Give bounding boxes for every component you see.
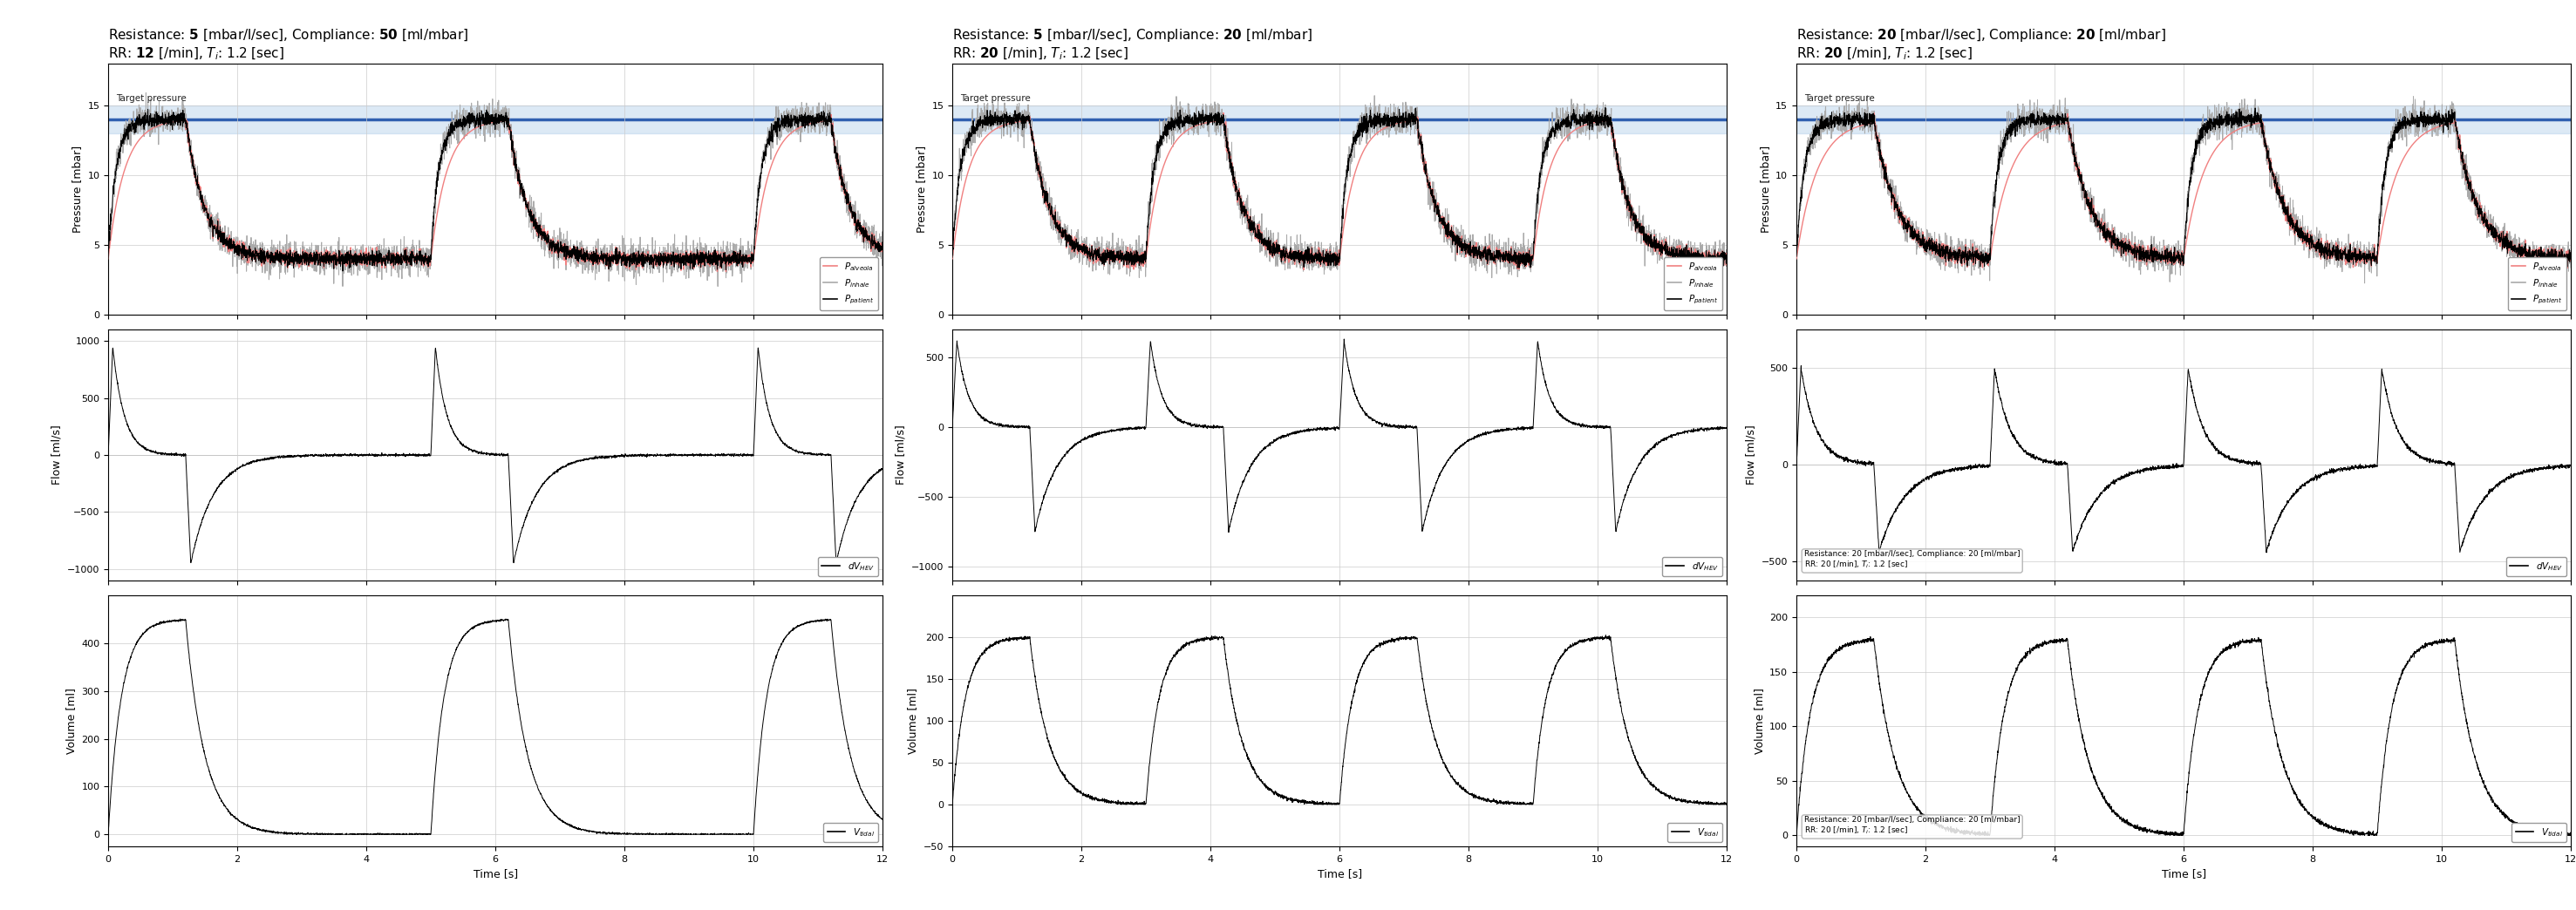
Y-axis label: Pressure [mbar]: Pressure [mbar] (1759, 146, 1770, 233)
Y-axis label: Flow [ml/s]: Flow [ml/s] (894, 425, 907, 485)
Y-axis label: Volume [ml]: Volume [ml] (907, 688, 920, 754)
Legend: $V_{tidal}$: $V_{tidal}$ (2512, 823, 2566, 842)
Legend: $P_{alveola}$, $P_{inhale}$, $P_{patient}$: $P_{alveola}$, $P_{inhale}$, $P_{patient… (819, 257, 878, 310)
Legend: $V_{tidal}$: $V_{tidal}$ (824, 823, 878, 842)
Y-axis label: Flow [ml/s]: Flow [ml/s] (1747, 425, 1757, 485)
Legend: $P_{alveola}$, $P_{inhale}$, $P_{patient}$: $P_{alveola}$, $P_{inhale}$, $P_{patient… (1664, 257, 1723, 310)
Legend: $dV_{HEV}$: $dV_{HEV}$ (1662, 557, 1723, 576)
Legend: $V_{tidal}$: $V_{tidal}$ (1667, 823, 1723, 842)
X-axis label: Time [s]: Time [s] (474, 868, 518, 880)
Text: Resistance: $\mathbf{5}$ [mbar/l/sec], Compliance: $\mathbf{50}$ [ml/mbar]
RR: $: Resistance: $\mathbf{5}$ [mbar/l/sec], C… (108, 26, 469, 62)
Y-axis label: Pressure [mbar]: Pressure [mbar] (914, 146, 927, 233)
Bar (953, 106, 1726, 134)
X-axis label: Time [s]: Time [s] (2161, 868, 2205, 880)
Text: Target pressure: Target pressure (1803, 94, 1875, 103)
Text: Resistance: 20 [mbar/l/sec], Compliance: 20 [ml/mbar]
RR: 20 [/min], $T_i$: 1.2 : Resistance: 20 [mbar/l/sec], Compliance:… (1803, 550, 2020, 571)
Text: Resistance: 20 [mbar/l/sec], Compliance: 20 [ml/mbar]
RR: 20 [/min], $T_i$: 1.2 : Resistance: 20 [mbar/l/sec], Compliance:… (1803, 816, 2020, 836)
Text: Resistance: $\mathbf{5}$ [mbar/l/sec], Compliance: $\mathbf{20}$ [ml/mbar]
RR: $: Resistance: $\mathbf{5}$ [mbar/l/sec], C… (953, 26, 1314, 62)
Y-axis label: Pressure [mbar]: Pressure [mbar] (72, 146, 82, 233)
X-axis label: Time [s]: Time [s] (1316, 868, 1363, 880)
Legend: $dV_{HEV}$: $dV_{HEV}$ (819, 557, 878, 576)
Legend: $dV_{HEV}$: $dV_{HEV}$ (2506, 557, 2566, 576)
Y-axis label: Volume [ml]: Volume [ml] (64, 688, 77, 754)
Legend: $P_{alveola}$, $P_{inhale}$, $P_{patient}$: $P_{alveola}$, $P_{inhale}$, $P_{patient… (2509, 257, 2566, 310)
Text: Target pressure: Target pressure (961, 94, 1030, 103)
Y-axis label: Flow [ml/s]: Flow [ml/s] (52, 425, 62, 485)
Bar (108, 106, 884, 134)
Text: Resistance: $\mathbf{20}$ [mbar/l/sec], Compliance: $\mathbf{20}$ [ml/mbar]
RR: : Resistance: $\mathbf{20}$ [mbar/l/sec], … (1795, 26, 2166, 62)
Text: Target pressure: Target pressure (116, 94, 185, 103)
Y-axis label: Volume [ml]: Volume [ml] (1754, 688, 1765, 754)
Bar (1795, 106, 2571, 134)
